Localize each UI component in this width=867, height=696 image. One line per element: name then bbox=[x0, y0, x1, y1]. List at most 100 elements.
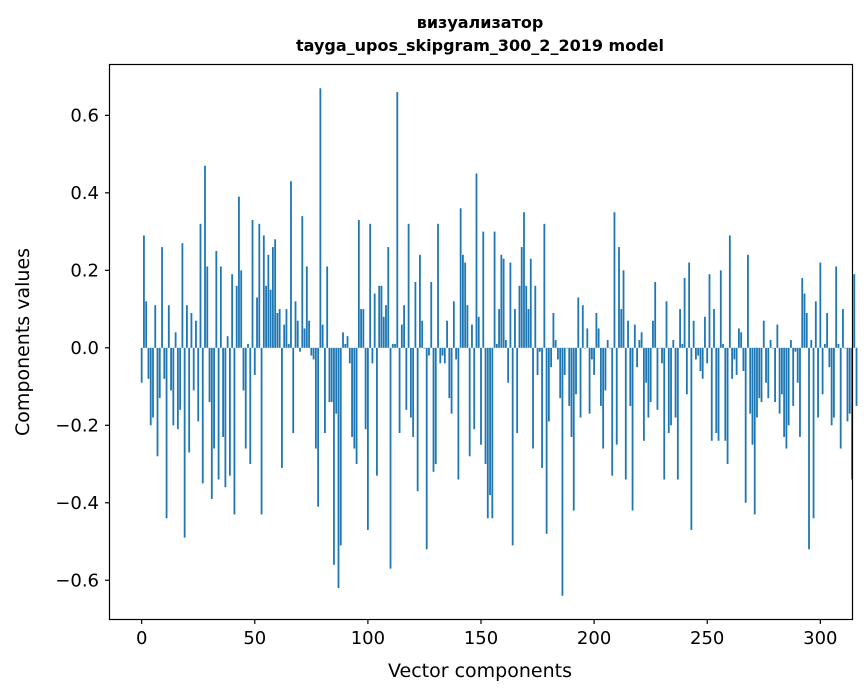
y-tick-label: 0.4 bbox=[70, 183, 99, 204]
bar-184 bbox=[557, 347, 559, 360]
bar-139 bbox=[455, 347, 458, 360]
bar-271 bbox=[753, 347, 756, 515]
bar-75 bbox=[310, 347, 313, 356]
bar-244 bbox=[692, 320, 695, 348]
bar-312 bbox=[846, 347, 849, 422]
bar-286 bbox=[787, 347, 790, 426]
bar-115 bbox=[400, 324, 403, 348]
bar-122 bbox=[416, 347, 419, 492]
bar-248 bbox=[701, 347, 704, 379]
bar-62 bbox=[281, 347, 283, 468]
bar-309 bbox=[839, 347, 842, 449]
x-tick-label: 100 bbox=[351, 628, 385, 649]
bar-124 bbox=[421, 320, 424, 348]
bar-197 bbox=[586, 328, 589, 348]
bar-63 bbox=[283, 324, 286, 348]
bar-258 bbox=[724, 347, 727, 441]
bar-119 bbox=[409, 347, 412, 418]
bar-247 bbox=[699, 347, 702, 372]
bar-110 bbox=[389, 347, 392, 569]
bar-26 bbox=[199, 223, 202, 348]
bar-313 bbox=[848, 347, 851, 414]
bar-195 bbox=[581, 305, 584, 348]
bar-8 bbox=[158, 347, 161, 399]
bar-241 bbox=[685, 347, 688, 395]
bar-59 bbox=[274, 239, 277, 348]
bar-48 bbox=[249, 347, 252, 465]
bar-135 bbox=[446, 320, 448, 348]
bar-283 bbox=[780, 347, 783, 395]
bar-150 bbox=[480, 347, 482, 445]
bar-226 bbox=[652, 320, 654, 348]
bar-160 bbox=[502, 258, 505, 348]
bar-216 bbox=[629, 347, 632, 406]
bars-group bbox=[140, 88, 858, 596]
bar-129 bbox=[432, 347, 435, 472]
bar-250 bbox=[706, 347, 709, 364]
bar-238 bbox=[679, 309, 681, 348]
bar-141 bbox=[459, 208, 462, 348]
bar-259 bbox=[726, 347, 729, 465]
y-tick-label: 0.2 bbox=[70, 260, 99, 281]
bar-256 bbox=[719, 270, 722, 348]
y-tick-label: 0.0 bbox=[70, 338, 99, 359]
bar-126 bbox=[425, 347, 428, 550]
bar-136 bbox=[448, 347, 451, 399]
bar-7 bbox=[156, 347, 159, 457]
bar-298 bbox=[814, 301, 817, 348]
bar-159 bbox=[500, 254, 503, 348]
bar-56 bbox=[267, 254, 270, 348]
bar-49 bbox=[251, 219, 254, 348]
bar-5 bbox=[152, 347, 154, 418]
bar-29 bbox=[206, 266, 209, 348]
bar-10 bbox=[163, 347, 166, 379]
bar-78 bbox=[317, 347, 320, 507]
bar-273 bbox=[758, 347, 761, 399]
bar-261 bbox=[731, 347, 734, 379]
bar-154 bbox=[489, 347, 491, 496]
bar-234 bbox=[670, 347, 672, 426]
bar-19 bbox=[183, 347, 186, 538]
bar-164 bbox=[511, 347, 514, 546]
bar-118 bbox=[407, 223, 410, 348]
bar-131 bbox=[437, 223, 439, 348]
bar-94 bbox=[353, 347, 356, 449]
y-tick-label: −0.6 bbox=[55, 570, 99, 591]
bar-74 bbox=[308, 320, 310, 348]
bar-173 bbox=[532, 347, 534, 449]
bar-214 bbox=[624, 347, 627, 480]
bar-60 bbox=[276, 312, 279, 348]
bar-178 bbox=[543, 223, 546, 348]
bar-302 bbox=[823, 343, 826, 348]
bar-209 bbox=[613, 212, 616, 348]
bar-219 bbox=[636, 347, 638, 368]
bar-237 bbox=[676, 347, 679, 480]
bar-22 bbox=[190, 312, 193, 348]
bar-269 bbox=[749, 347, 752, 414]
bar-176 bbox=[538, 347, 541, 352]
bar-267 bbox=[744, 347, 747, 503]
bar-229 bbox=[658, 347, 661, 349]
bar-251 bbox=[708, 274, 711, 348]
plot-frame bbox=[108, 63, 854, 621]
bar-183 bbox=[554, 340, 557, 348]
bar-165 bbox=[514, 309, 516, 348]
bar-125 bbox=[423, 347, 426, 349]
bar-116 bbox=[403, 305, 405, 348]
bar-61 bbox=[278, 309, 281, 348]
bar-275 bbox=[762, 320, 765, 348]
x-tick-label: 300 bbox=[803, 628, 837, 649]
bar-97 bbox=[360, 309, 363, 348]
bar-185 bbox=[559, 347, 562, 399]
bar-31 bbox=[210, 347, 213, 499]
bar-151 bbox=[482, 231, 485, 348]
bar-15 bbox=[174, 332, 177, 348]
bar-293 bbox=[803, 293, 806, 348]
bar-28 bbox=[204, 165, 206, 348]
bar-36 bbox=[222, 347, 225, 437]
bar-279 bbox=[771, 347, 774, 349]
bar-163 bbox=[509, 262, 512, 348]
bar-307 bbox=[835, 266, 838, 348]
bar-305 bbox=[830, 347, 833, 426]
x-tick-label: 250 bbox=[690, 628, 724, 649]
